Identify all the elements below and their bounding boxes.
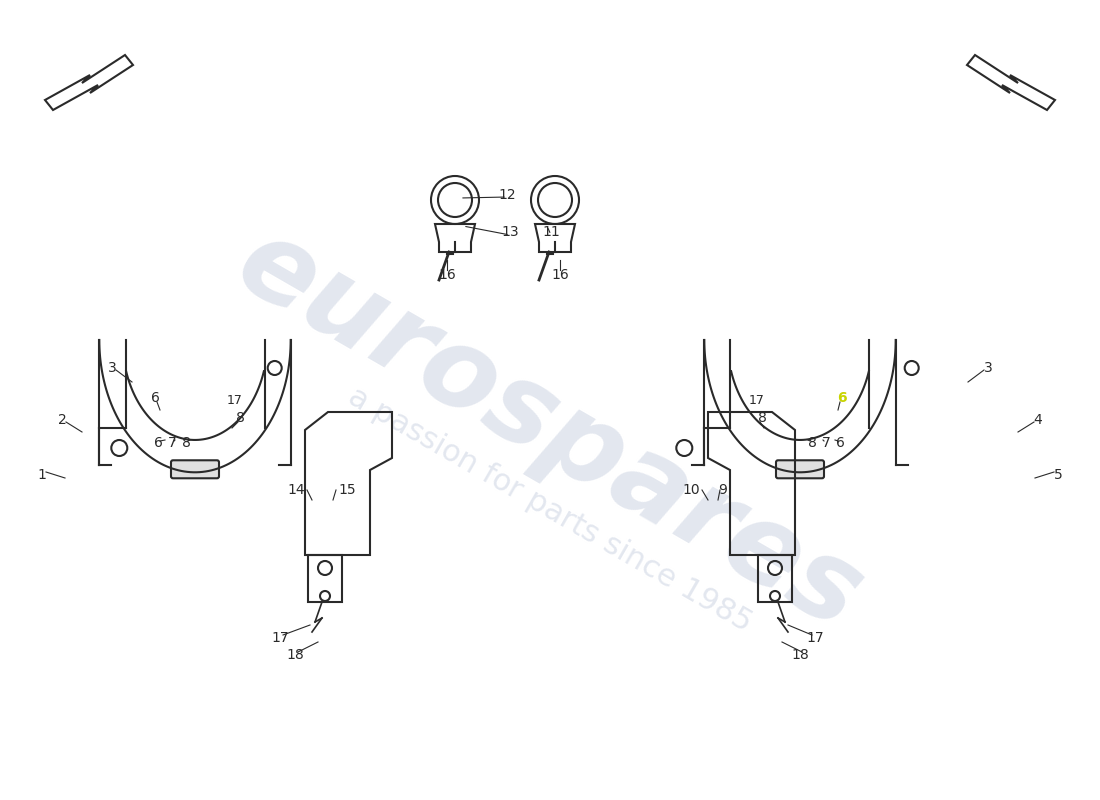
Text: 17: 17 [227,394,243,406]
Text: 6: 6 [836,436,845,450]
Text: 7: 7 [167,436,176,450]
Text: 12: 12 [498,188,516,202]
Text: 5: 5 [1054,468,1063,482]
Text: 17: 17 [806,631,824,645]
Text: 16: 16 [438,268,455,282]
FancyBboxPatch shape [170,460,219,478]
Text: 6: 6 [837,391,847,405]
Text: 13: 13 [502,225,519,239]
Text: 8: 8 [758,411,767,425]
Text: a passion for parts since 1985: a passion for parts since 1985 [343,382,757,638]
Text: eurospares: eurospares [219,208,881,652]
Text: 16: 16 [551,268,569,282]
Text: 8: 8 [807,436,816,450]
Text: 6: 6 [151,391,160,405]
Text: 15: 15 [338,483,355,497]
Text: 11: 11 [542,225,560,239]
Text: 9: 9 [718,483,727,497]
Text: 18: 18 [286,648,304,662]
Text: 17: 17 [749,394,764,406]
Text: 3: 3 [108,361,117,375]
Text: 8: 8 [235,411,244,425]
Text: 8: 8 [182,436,190,450]
Text: 3: 3 [983,361,992,375]
Text: 2: 2 [57,413,66,427]
Text: 18: 18 [791,648,808,662]
Text: 6: 6 [154,436,163,450]
Text: 10: 10 [682,483,700,497]
Text: 1: 1 [37,468,46,482]
FancyBboxPatch shape [776,460,824,478]
Text: 4: 4 [1034,413,1043,427]
Text: 7: 7 [822,436,830,450]
Text: 17: 17 [272,631,289,645]
Text: 14: 14 [287,483,305,497]
